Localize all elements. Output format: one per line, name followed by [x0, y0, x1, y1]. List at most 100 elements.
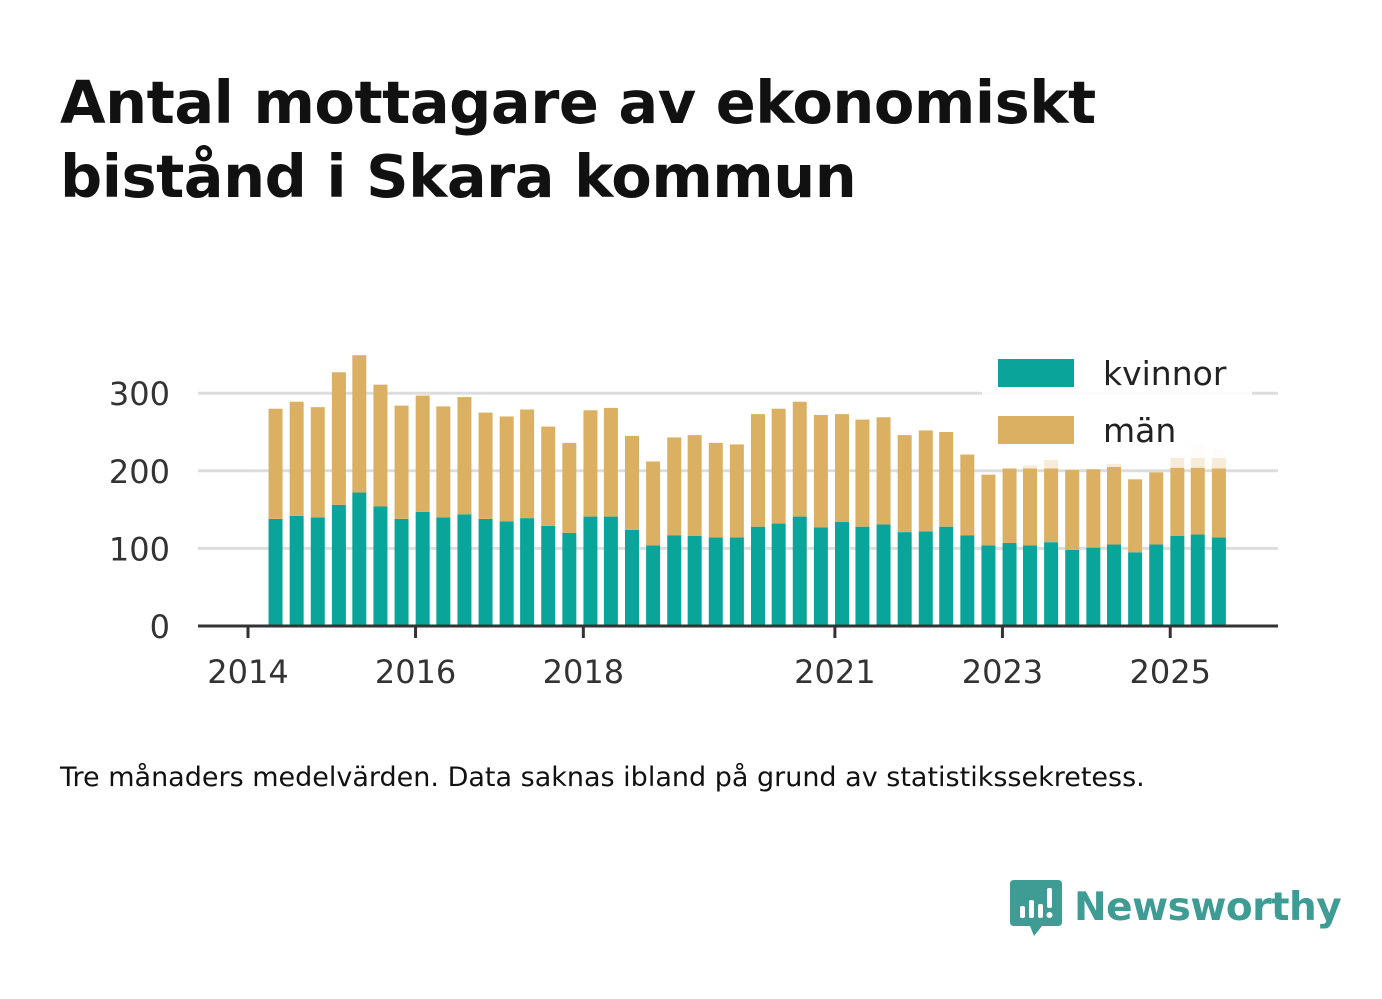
- bar-kvinnor: [1002, 542, 1017, 626]
- bar-kvinnor: [771, 523, 786, 626]
- y-tick-label: 0: [150, 608, 170, 646]
- stacked-bar-chart: 0 100 200 300 2014 2016 2018 2021 2023 2025 kvin…: [108, 346, 1278, 691]
- bar-man: [687, 435, 702, 536]
- bar-man: [562, 442, 577, 533]
- bar-man: [751, 414, 766, 527]
- bar-man: [457, 397, 472, 515]
- bar-kvinnor: [960, 535, 975, 626]
- bar-man: [289, 401, 304, 516]
- bar-man: [520, 409, 535, 519]
- chart-title: Antal mottagare av ekonomiskt bistånd i …: [60, 68, 1096, 211]
- bar-kvinnor: [394, 518, 409, 626]
- bar-man: [939, 432, 954, 527]
- bar-kvinnor: [457, 514, 472, 626]
- bar-man: [1106, 466, 1121, 545]
- bar-kvinnor: [1170, 535, 1185, 626]
- y-axis: 0 100 200 300: [109, 375, 170, 646]
- bar-man: [646, 461, 661, 546]
- bar-man: [499, 416, 514, 522]
- bar-kvinnor: [562, 532, 577, 626]
- bar-kvinnor: [646, 545, 661, 626]
- bar-man: [813, 414, 828, 528]
- bar-kvinnor: [624, 529, 639, 626]
- x-tick-label: 2025: [1130, 653, 1211, 691]
- bars: [268, 355, 1226, 626]
- bar-kvinnor: [729, 537, 744, 626]
- bar-man: [960, 454, 975, 536]
- x-axis: 2014 2016 2018 2021 2023 2025: [198, 624, 1278, 691]
- bar-kvinnor: [415, 511, 430, 626]
- y-tick-label: 300: [109, 375, 170, 413]
- bar-kvinnor: [1065, 549, 1080, 626]
- bar-kvinnor: [1022, 545, 1037, 626]
- bar-kvinnor: [1086, 547, 1101, 626]
- legend-label: män: [1103, 411, 1176, 450]
- bar-kvinnor: [1044, 542, 1059, 626]
- newsworthy-logo: Newsworthy: [1008, 876, 1342, 938]
- bar-man: [897, 435, 912, 533]
- bar-kvinnor: [939, 526, 954, 626]
- bar-kvinnor: [310, 517, 325, 626]
- bar-kvinnor: [603, 516, 618, 626]
- bar-kvinnor: [813, 527, 828, 626]
- bar-man: [1190, 467, 1205, 535]
- legend-swatch: [998, 359, 1074, 387]
- bar-man: [981, 474, 996, 546]
- bar-man: [331, 372, 346, 505]
- bar-man: [268, 408, 283, 519]
- bar-kvinnor: [331, 504, 346, 626]
- bar-kvinnor: [1190, 534, 1205, 626]
- bar-chart-speech-bubble-icon: [1010, 880, 1062, 936]
- bar-kvinnor: [352, 492, 367, 626]
- bar-man: [792, 401, 807, 517]
- bar-kvinnor: [1211, 537, 1226, 626]
- bar-kvinnor: [1149, 544, 1164, 626]
- bar-kvinnor: [835, 522, 850, 626]
- bar-man: [771, 408, 786, 524]
- bar-man: [1149, 472, 1164, 545]
- legend-label: kvinnor: [1103, 354, 1227, 393]
- bar-man: [835, 414, 850, 523]
- bar-man: [541, 426, 556, 526]
- bar-man: [436, 406, 451, 518]
- bar-man: [1086, 469, 1101, 548]
- bar-estimate: [1044, 459, 1059, 469]
- chart-footnote: Tre månaders medelvärden. Data saknas ib…: [60, 762, 1145, 793]
- y-tick-label: 100: [109, 530, 170, 568]
- bar-kvinnor: [918, 531, 933, 626]
- bar-kvinnor: [667, 535, 682, 626]
- bar-man: [624, 435, 639, 530]
- bar-kvinnor: [855, 526, 870, 626]
- bar-man: [1211, 468, 1226, 538]
- x-tick-label: 2023: [962, 653, 1043, 691]
- bar-man: [1128, 479, 1143, 553]
- bar-kvinnor: [1128, 552, 1143, 626]
- bar-kvinnor: [373, 506, 388, 626]
- bar-kvinnor: [499, 521, 514, 626]
- bar-kvinnor: [981, 545, 996, 626]
- bar-kvinnor: [876, 524, 891, 626]
- bar-kvinnor: [436, 517, 451, 626]
- legend-swatch: [998, 416, 1074, 444]
- bar-estimate: [1022, 465, 1037, 469]
- bar-kvinnor: [708, 537, 723, 626]
- bar-kvinnor: [478, 518, 493, 626]
- x-tick-label: 2016: [375, 653, 456, 691]
- bar-kvinnor: [897, 532, 912, 626]
- bar-man: [918, 430, 933, 532]
- bar-man: [876, 417, 891, 525]
- bar-man: [1044, 468, 1059, 543]
- bar-kvinnor: [541, 525, 556, 626]
- bar-man: [478, 412, 493, 519]
- bar-man: [855, 419, 870, 527]
- bar-man: [583, 410, 598, 517]
- bar-kvinnor: [751, 526, 766, 626]
- bar-man: [1170, 467, 1185, 536]
- bar-man: [352, 355, 367, 493]
- bar-kvinnor: [792, 516, 807, 626]
- bar-kvinnor: [268, 518, 283, 626]
- bar-estimate: [1106, 463, 1121, 467]
- x-tick-label: 2014: [207, 653, 288, 691]
- y-tick-label: 200: [109, 453, 170, 491]
- legend: kvinnor män: [982, 346, 1252, 458]
